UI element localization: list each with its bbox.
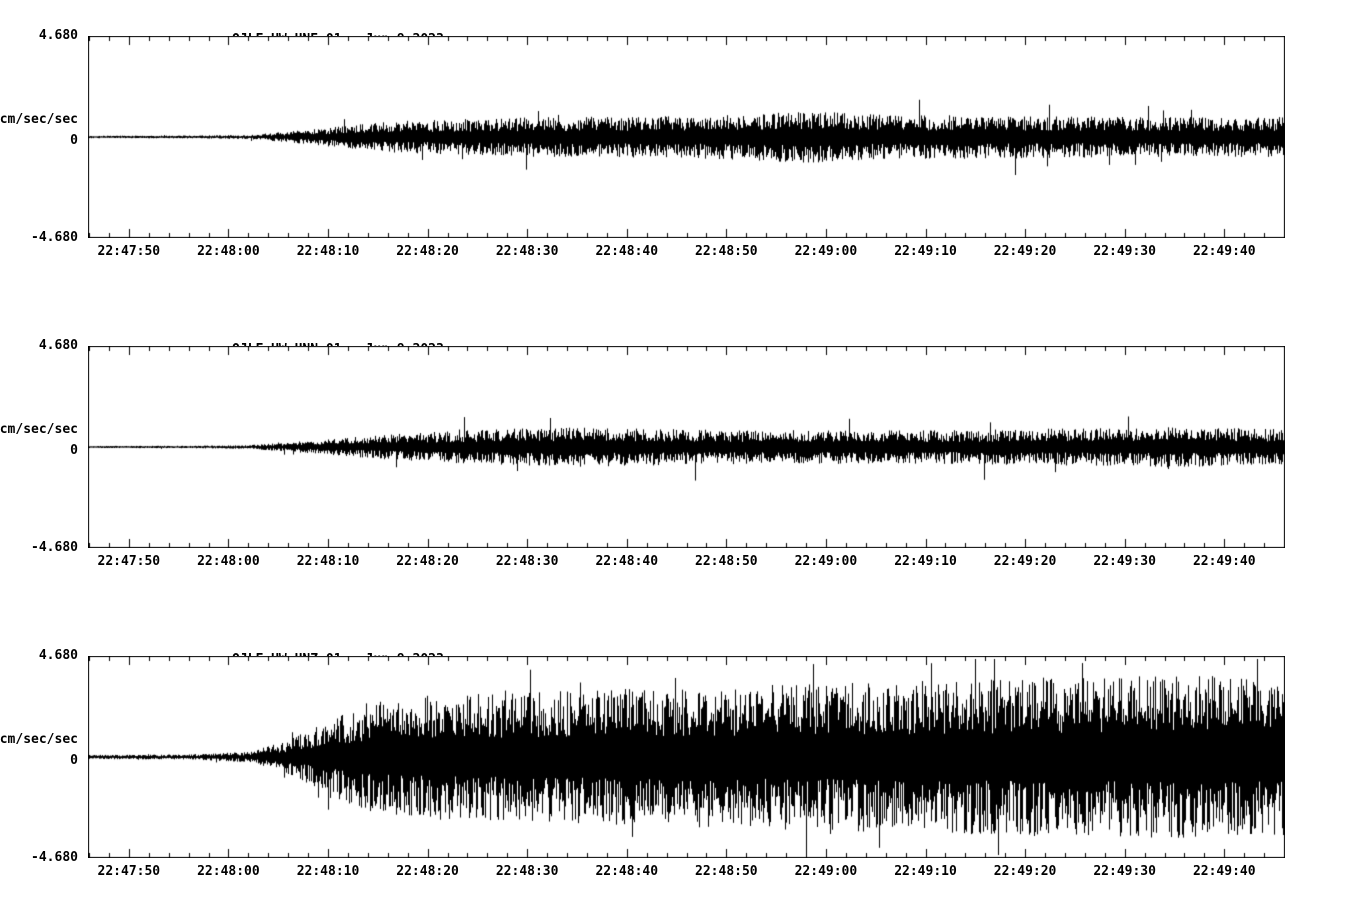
- chart-body: 4.680 cm/sec/sec 0 -4.680 22:47:50 22:48:…: [0, 29, 1358, 262]
- x-tick-label: 22:48:00: [197, 244, 260, 259]
- y-tick-max: 4.680: [38, 28, 78, 43]
- x-tick-label: 22:47:50: [97, 864, 161, 879]
- x-tick-label: 22:48:30: [495, 864, 559, 879]
- x-tick-label: 22:49:40: [1192, 554, 1256, 569]
- y-tick-max: 4.680: [38, 338, 78, 353]
- y-axis: 4.680 cm/sec/sec 0 -4.680: [0, 29, 88, 245]
- x-axis-labels: 22:47:50 22:48:00 22:48:10 22:48:20 22:48:30…: [88, 554, 1285, 572]
- waveform-canvas: [88, 36, 1285, 238]
- seismogram-chart-hnz: QJLF_UW_HNZ_01Jun 9,2023 4.680 cm/sec/se…: [0, 630, 1358, 882]
- plot-area: 22:47:50 22:48:00 22:48:10 22:48:20 22:48:30…: [88, 36, 1285, 262]
- y-tick-min: -4.680: [31, 850, 78, 865]
- waveform-canvas: [88, 346, 1285, 548]
- x-tick-label: 22:48:50: [695, 244, 758, 259]
- x-tick-label: 22:47:50: [97, 244, 161, 259]
- x-tick-label: 22:48:40: [595, 244, 659, 259]
- seismogram-chart-hnn: QJLF_UW_HNN_01Jun 9,2023 4.680 cm/sec/se…: [0, 320, 1358, 572]
- x-tick-label: 22:49:20: [993, 864, 1057, 879]
- x-tick-label: 22:49:30: [1093, 244, 1156, 259]
- x-tick-label: 22:49:00: [794, 244, 858, 259]
- x-tick-label: 22:48:20: [396, 554, 459, 569]
- y-tick-zero: 0: [70, 133, 78, 148]
- x-tick-label: 22:48:30: [495, 554, 559, 569]
- y-axis: 4.680 cm/sec/sec 0 -4.680: [0, 649, 88, 865]
- x-tick-label: 22:47:50: [97, 554, 161, 569]
- x-tick-label: 22:48:40: [595, 554, 659, 569]
- plot-area: 22:47:50 22:48:00 22:48:10 22:48:20 22:48:30…: [88, 656, 1285, 882]
- x-tick-label: 22:48:30: [495, 244, 559, 259]
- chart-title: QJLF_UW_HNE_01Jun 9,2023: [185, 10, 1358, 47]
- x-tick-label: 22:49:10: [894, 244, 957, 259]
- y-axis-label: cm/sec/sec: [0, 732, 78, 747]
- y-tick-min: -4.680: [31, 540, 78, 555]
- y-axis-label: cm/sec/sec: [0, 422, 78, 437]
- x-tick-label: 22:49:20: [993, 244, 1057, 259]
- chart-body: 4.680 cm/sec/sec 0 -4.680 22:47:50 22:48:…: [0, 339, 1358, 572]
- y-tick-zero: 0: [70, 753, 78, 768]
- x-tick-label: 22:48:10: [296, 554, 360, 569]
- x-tick-label: 22:49:00: [794, 554, 858, 569]
- chart-title: QJLF_UW_HNZ_01Jun 9,2023: [185, 630, 1358, 667]
- x-tick-label: 22:48:20: [396, 864, 459, 879]
- chart-title: QJLF_UW_HNN_01Jun 9,2023: [185, 320, 1358, 357]
- x-tick-label: 22:48:10: [296, 244, 360, 259]
- x-tick-label: 22:49:10: [894, 864, 957, 879]
- x-tick-label: 22:49:00: [794, 864, 858, 879]
- x-tick-label: 22:48:50: [695, 864, 758, 879]
- y-axis-label: cm/sec/sec: [0, 112, 78, 127]
- x-tick-label: 22:48:20: [396, 244, 459, 259]
- x-tick-label: 22:49:40: [1192, 244, 1256, 259]
- y-tick-min: -4.680: [31, 230, 78, 245]
- waveform-canvas: [88, 656, 1285, 858]
- seismogram-chart-hne: QJLF_UW_HNE_01Jun 9,2023 4.680 cm/sec/se…: [0, 10, 1358, 262]
- x-tick-label: 22:49:30: [1093, 554, 1156, 569]
- x-tick-label: 22:49:30: [1093, 864, 1156, 879]
- y-tick-zero: 0: [70, 443, 78, 458]
- x-tick-label: 22:48:50: [695, 554, 758, 569]
- x-tick-label: 22:48:00: [197, 554, 260, 569]
- chart-body: 4.680 cm/sec/sec 0 -4.680 22:47:50 22:48:…: [0, 649, 1358, 882]
- x-tick-label: 22:48:00: [197, 864, 260, 879]
- x-axis-labels: 22:47:50 22:48:00 22:48:10 22:48:20 22:48:30…: [88, 244, 1285, 262]
- y-axis: 4.680 cm/sec/sec 0 -4.680: [0, 339, 88, 555]
- x-tick-label: 22:49:40: [1192, 864, 1256, 879]
- x-tick-label: 22:49:10: [894, 554, 957, 569]
- x-tick-label: 22:48:10: [296, 864, 360, 879]
- x-axis-labels: 22:47:50 22:48:00 22:48:10 22:48:20 22:48:30…: [88, 864, 1285, 882]
- x-tick-label: 22:48:40: [595, 864, 659, 879]
- y-tick-max: 4.680: [38, 648, 78, 663]
- plot-area: 22:47:50 22:48:00 22:48:10 22:48:20 22:48:30…: [88, 346, 1285, 572]
- x-tick-label: 22:49:20: [993, 554, 1057, 569]
